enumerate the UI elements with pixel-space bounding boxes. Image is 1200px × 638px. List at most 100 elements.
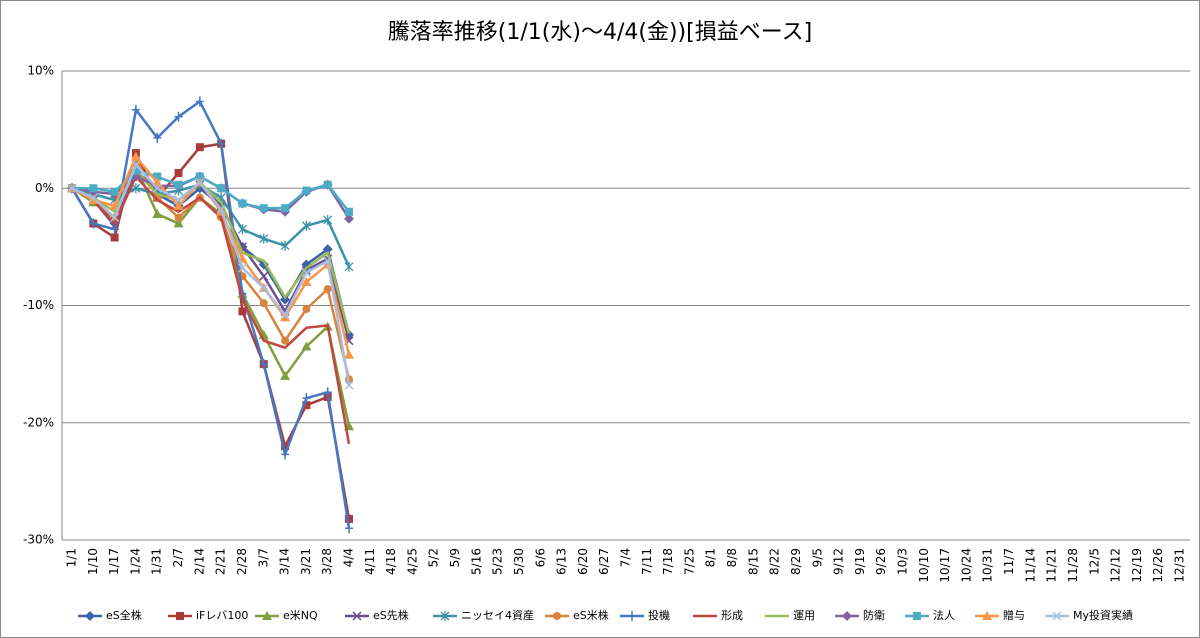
marker — [259, 359, 268, 370]
marker — [174, 213, 183, 222]
x-tick-label: 12/5 — [1087, 548, 1101, 575]
marker — [131, 160, 141, 170]
marker — [301, 220, 311, 231]
legend-label: 投機 — [648, 608, 670, 622]
x-tick-label: 10/24 — [959, 548, 973, 583]
x-tick-label: 5/9 — [448, 548, 462, 567]
marker — [259, 299, 268, 308]
marker — [131, 104, 140, 115]
marker — [195, 143, 204, 152]
marker — [174, 169, 183, 178]
series — [71, 168, 351, 334]
marker — [352, 611, 362, 621]
marker — [173, 200, 184, 210]
marker — [302, 186, 311, 195]
legend-label: 贈与 — [1003, 608, 1025, 622]
x-tick-label: 2/14 — [192, 548, 206, 575]
chart-title: 騰落率推移(1/1(水)～4/4(金))[損益ベース] — [388, 20, 812, 45]
x-tick-label: 1/1 — [65, 548, 79, 567]
x-tick-label: 5/23 — [491, 548, 505, 575]
marker — [344, 349, 354, 359]
marker — [238, 224, 247, 235]
marker — [67, 183, 77, 193]
x-tick-label: 6/13 — [555, 548, 569, 575]
marker — [280, 310, 290, 320]
marker — [628, 611, 636, 621]
series-line — [71, 174, 351, 445]
marker — [152, 183, 162, 193]
x-tick-label: 3/21 — [299, 548, 313, 575]
x-tick-label: 3/14 — [278, 548, 292, 575]
marker — [238, 307, 247, 316]
marker — [301, 341, 312, 351]
marker — [131, 183, 141, 194]
x-tick-label: 11/14 — [1023, 548, 1037, 583]
marker — [302, 305, 311, 314]
marker — [195, 172, 204, 181]
x-tick-label: 8/1 — [704, 548, 718, 567]
x-tick-label: 7/25 — [682, 548, 696, 575]
marker — [110, 187, 119, 196]
marker — [281, 204, 290, 213]
x-tick-label: 1/10 — [86, 548, 100, 575]
marker — [174, 111, 183, 122]
series — [67, 160, 354, 390]
series — [71, 174, 351, 445]
marker — [344, 261, 354, 272]
marker — [344, 380, 354, 390]
x-tick-label: 1/24 — [128, 548, 142, 575]
marker — [302, 393, 311, 404]
x-tick-label: 4/4 — [342, 548, 356, 567]
marker — [152, 209, 163, 219]
series-line — [71, 162, 351, 386]
marker — [344, 213, 354, 224]
x-tick-label: 6/27 — [597, 548, 611, 575]
x-tick-label: 8/15 — [746, 548, 760, 575]
marker — [89, 218, 98, 229]
marker — [281, 442, 290, 451]
x-tick-label: 6/20 — [576, 548, 590, 575]
x-tick-label: 5/30 — [512, 548, 526, 575]
marker — [913, 612, 921, 620]
marker — [153, 172, 162, 181]
marker — [259, 204, 268, 213]
y-tick-label: -10% — [23, 298, 54, 312]
x-tick-label: 5/2 — [427, 548, 441, 567]
y-tick-label: 10% — [27, 64, 54, 78]
legend-label: 運用 — [793, 609, 815, 622]
x-tick-label: 2/21 — [214, 548, 228, 575]
marker — [89, 184, 98, 193]
x-tick-label: 1/31 — [150, 548, 164, 575]
legend-label: iFレバ100 — [196, 609, 248, 622]
series-line — [71, 168, 351, 334]
marker — [262, 611, 272, 620]
x-tick-label: 10/3 — [896, 548, 910, 575]
marker — [323, 285, 332, 294]
legend-label: eS先株 — [373, 608, 409, 622]
y-tick-label: -20% — [23, 415, 54, 429]
x-tick-label: 11/7 — [1002, 548, 1016, 575]
marker — [259, 283, 269, 293]
x-tick-label: 1/17 — [107, 548, 121, 575]
x-tick-label: 2/28 — [235, 548, 249, 575]
y-tick-label: 0% — [35, 181, 54, 195]
marker — [345, 514, 353, 523]
x-tick-label: 7/4 — [619, 548, 633, 567]
x-tick-label: 9/19 — [853, 548, 867, 575]
legend-label: My投資実績 — [1073, 608, 1133, 622]
marker — [88, 194, 99, 204]
marker — [88, 193, 98, 203]
x-tick-label: 11/21 — [1045, 548, 1059, 583]
x-tick-label: 7/11 — [640, 548, 654, 575]
x-tick-label: 8/22 — [768, 548, 782, 575]
marker — [323, 256, 333, 266]
x-tick-label: 2/7 — [171, 548, 185, 567]
marker — [238, 199, 247, 208]
marker — [323, 214, 333, 225]
x-tick-label: 3/7 — [256, 548, 270, 567]
legend-label: e米NQ — [283, 609, 318, 622]
x-tick-label: 12/19 — [1130, 548, 1144, 583]
x-tick-label: 12/26 — [1151, 548, 1165, 583]
x-tick-label: 4/11 — [363, 548, 377, 575]
